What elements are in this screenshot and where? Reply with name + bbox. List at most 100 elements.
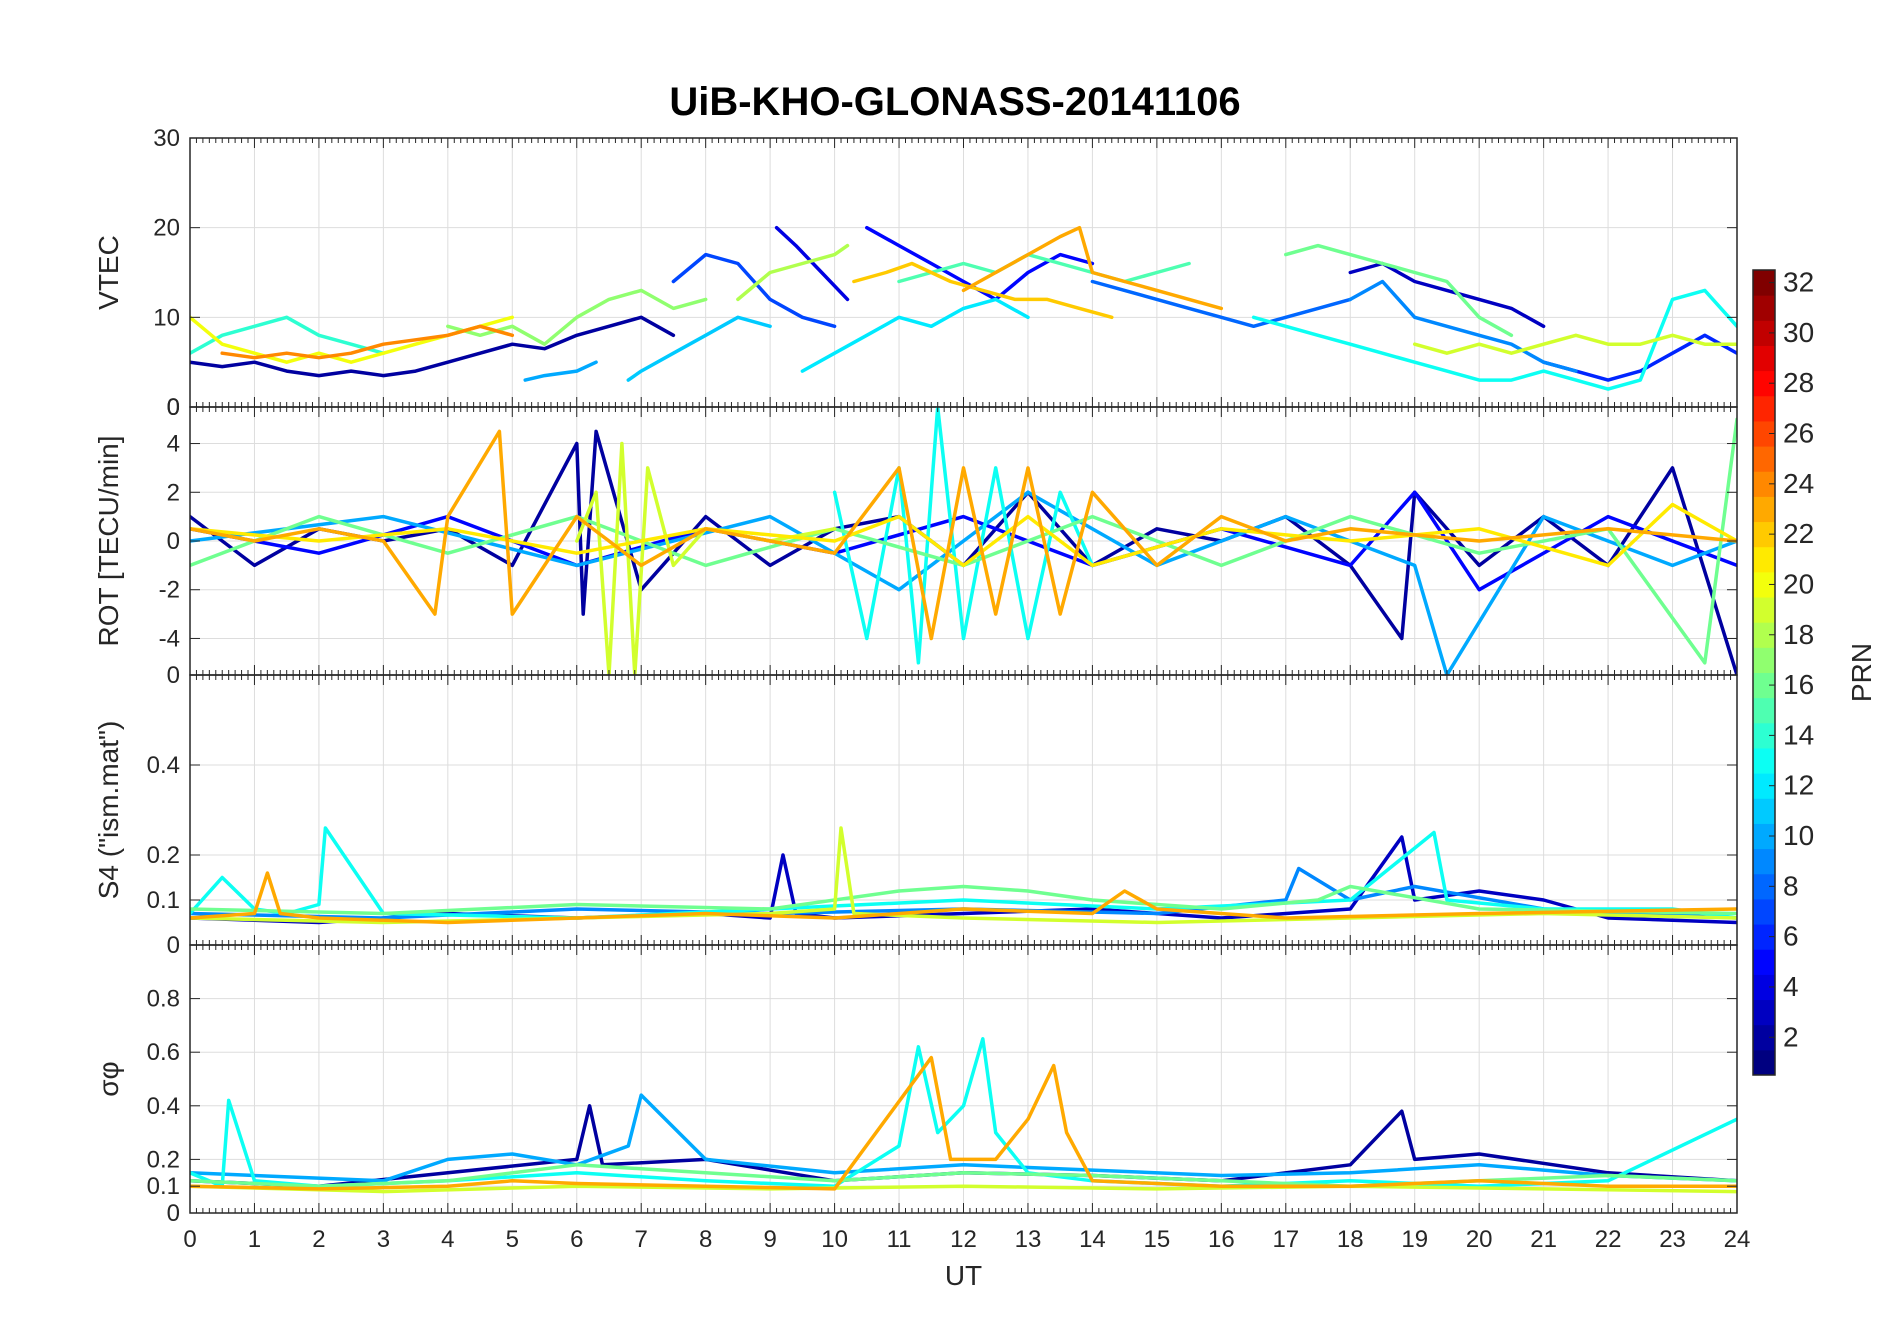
colorbar-segment bbox=[1753, 1049, 1775, 1076]
s4-series-prn-23 bbox=[190, 871, 1737, 925]
x-tick-label: 9 bbox=[763, 1226, 776, 1253]
rot-top-tick-label: 0 bbox=[167, 394, 180, 421]
sigma_phi-y-tick-label: 0.6 bbox=[147, 1039, 180, 1066]
sigma_phi-series-prn-23 bbox=[190, 1055, 1737, 1191]
sigma_phi-y-tick-label: 0.4 bbox=[147, 1093, 180, 1120]
x-tick-label: 14 bbox=[1079, 1226, 1106, 1253]
rot-y-tick-label: -4 bbox=[159, 625, 180, 652]
x-tick-label: 18 bbox=[1337, 1226, 1364, 1253]
vtec-series-prn-9 bbox=[1348, 279, 1578, 373]
colorbar-tick-label: 2 bbox=[1783, 1021, 1799, 1052]
colorbar-segment bbox=[1753, 949, 1775, 975]
vtec-y-axis-label: VTEC bbox=[93, 235, 124, 310]
x-tick-label: 10 bbox=[821, 1226, 848, 1253]
vtec-series-prn-14 bbox=[190, 315, 386, 355]
vtec-series-prn-7 bbox=[671, 252, 837, 329]
vtec-series-prn-24 bbox=[220, 324, 515, 360]
colorbar-tick-label: 30 bbox=[1783, 317, 1814, 348]
s4-series-prn-16 bbox=[190, 884, 1737, 916]
colorbar-segment bbox=[1753, 446, 1775, 472]
x-tick-label: 15 bbox=[1144, 1226, 1171, 1253]
colorbar-segment bbox=[1753, 622, 1775, 648]
colorbar-tick-label: 26 bbox=[1783, 418, 1814, 449]
sigma_phi-y-tick-label: 0 bbox=[167, 1200, 180, 1227]
rot-y-axis-label: ROT [TECU/min] bbox=[93, 435, 124, 646]
colorbar-segment bbox=[1753, 471, 1775, 497]
vtec-series-prn-6 bbox=[1541, 333, 1737, 382]
panel-vtec: 0 10 20 30 VTEC bbox=[93, 125, 1738, 421]
x-tick-label: 24 bbox=[1724, 1226, 1751, 1253]
colorbar-tick-label: 4 bbox=[1783, 971, 1799, 1002]
vtec-series-prn-22 bbox=[852, 261, 1114, 320]
rot-series-group bbox=[190, 407, 1737, 675]
colorbar-segment bbox=[1753, 924, 1775, 950]
vtec-y-tick-label: 30 bbox=[153, 125, 180, 152]
colorbar-segment bbox=[1753, 370, 1775, 397]
colorbar-segment bbox=[1753, 345, 1775, 372]
vtec-series-prn-23 bbox=[961, 225, 1224, 311]
colorbar-label: PRN bbox=[1846, 643, 1877, 702]
colorbar-segment bbox=[1753, 521, 1775, 548]
colorbar-segment bbox=[1753, 571, 1775, 598]
figure-title: UiB-KHO-GLONASS-20141106 bbox=[669, 80, 1240, 124]
x-tick-label: 5 bbox=[506, 1226, 519, 1253]
colorbar-tick-label: 18 bbox=[1783, 619, 1814, 650]
x-tick-label: 4 bbox=[441, 1226, 454, 1253]
colorbar-segment bbox=[1753, 295, 1775, 321]
s4-y-tick-label: 0 bbox=[167, 932, 180, 959]
colorbar-tick-label: 28 bbox=[1783, 367, 1814, 398]
colorbar-segment bbox=[1753, 320, 1775, 346]
vtec-series-prn-17 bbox=[446, 288, 708, 346]
x-tick-label: 2 bbox=[312, 1226, 325, 1253]
colorbar-tick-label: 14 bbox=[1783, 719, 1814, 750]
colorbar-tick-label: 10 bbox=[1783, 820, 1814, 851]
rot-series-prn-16 bbox=[190, 417, 1737, 665]
vtec-series-prn-8 bbox=[1090, 279, 1353, 329]
colorbar-segment bbox=[1753, 697, 1775, 724]
x-tick-label: 19 bbox=[1401, 1226, 1428, 1253]
colorbar-segment bbox=[1753, 395, 1775, 422]
colorbar-segment bbox=[1753, 798, 1775, 824]
x-tick-label: 8 bbox=[699, 1226, 712, 1253]
x-tick-label: 12 bbox=[950, 1226, 977, 1253]
vtec-series-prn-19 bbox=[1412, 333, 1737, 355]
rot-series-prn-23 bbox=[190, 429, 1737, 641]
colorbar-segment bbox=[1753, 722, 1775, 749]
x-axis-label: UT bbox=[945, 1260, 982, 1291]
colorbar-segment bbox=[1753, 747, 1775, 774]
x-tick-label: 22 bbox=[1595, 1226, 1622, 1253]
x-tick-label: 20 bbox=[1466, 1226, 1493, 1253]
rot-series-prn-21 bbox=[190, 502, 1737, 568]
vtec-series-prn-16 bbox=[1284, 243, 1514, 338]
panel-rot: -4 -2 0 2 4 0 ROT [TECU/min] bbox=[93, 394, 1738, 676]
vtec-series-prn-4 bbox=[774, 225, 850, 302]
sigma_phi-series-prn-19 bbox=[190, 1184, 1737, 1194]
vtec-y-tick-label: 0 bbox=[167, 394, 180, 421]
sigma_phi-y-tick-label: 0.1 bbox=[147, 1173, 180, 1200]
x-tick-label: 21 bbox=[1530, 1226, 1557, 1253]
s4-top-tick-label: 0 bbox=[167, 662, 180, 689]
colorbar-segment bbox=[1753, 898, 1775, 925]
colorbar-segment bbox=[1753, 647, 1775, 673]
sigma_phi-y-tick-label: 0.8 bbox=[147, 986, 180, 1013]
colorbar-tick-label: 8 bbox=[1783, 870, 1799, 901]
x-tick-label: 11 bbox=[887, 1226, 912, 1253]
rot-y-tick-label: -2 bbox=[159, 577, 180, 604]
rot-series-prn-13 bbox=[832, 407, 1095, 665]
colorbar-segment bbox=[1753, 597, 1775, 623]
colorbar-tick-label: 24 bbox=[1783, 468, 1814, 499]
colorbar-tick-label: 20 bbox=[1783, 568, 1814, 599]
s4-y-tick-label: 0.1 bbox=[147, 887, 180, 914]
s4-y-tick-label: 0.4 bbox=[147, 752, 180, 779]
colorbar-segment bbox=[1753, 848, 1775, 875]
rot-y-tick-label: 2 bbox=[167, 479, 180, 506]
x-tick-label: 6 bbox=[570, 1226, 583, 1253]
vtec-y-tick-label: 20 bbox=[153, 215, 180, 242]
s4-y-axis-label: S4 ("ism.mat") bbox=[93, 721, 124, 900]
colorbar-segment bbox=[1753, 270, 1775, 296]
colorbar-tick-label: 32 bbox=[1783, 267, 1814, 298]
x-tick-label: 13 bbox=[1015, 1226, 1042, 1253]
